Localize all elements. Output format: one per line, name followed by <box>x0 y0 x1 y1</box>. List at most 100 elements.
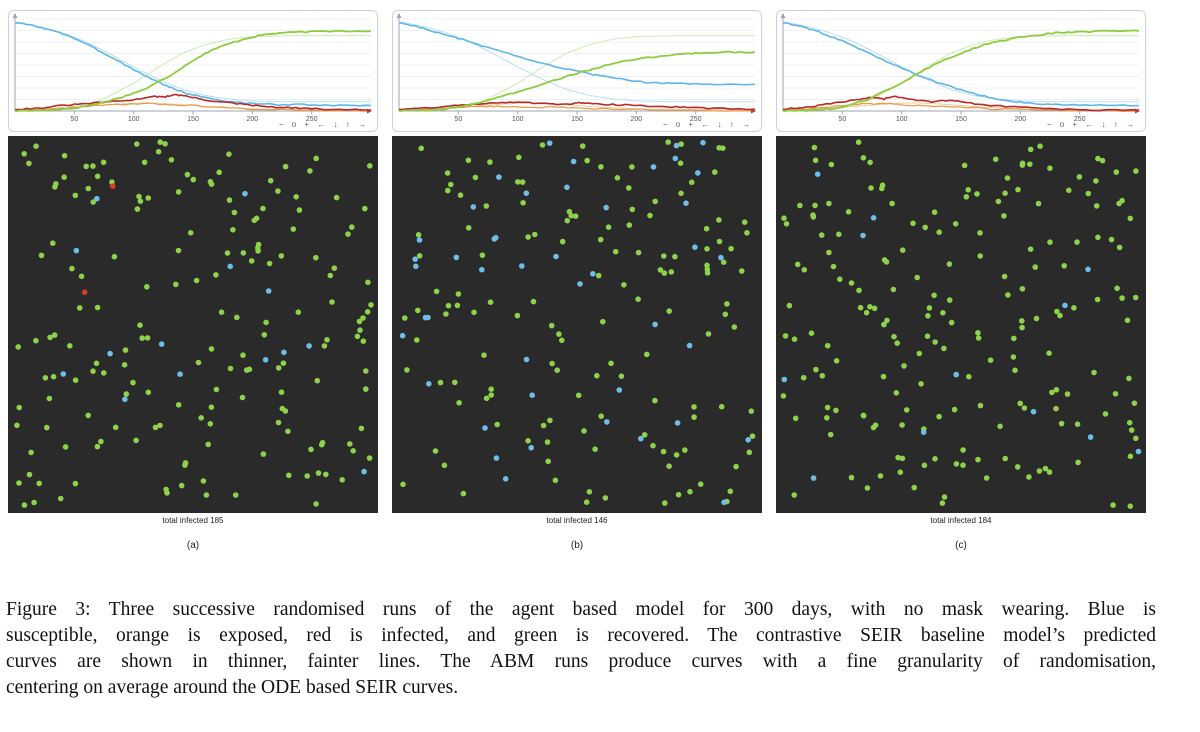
agent-recovered <box>953 461 960 467</box>
agent-recovered <box>860 155 867 161</box>
agent-canvas <box>780 139 1142 510</box>
agent-recovered <box>899 247 906 253</box>
agent-recovered <box>579 143 586 149</box>
agent-recovered <box>85 185 92 192</box>
agent-recovered <box>666 463 672 470</box>
agent-recovered <box>828 161 835 168</box>
agent-recovered <box>941 494 948 500</box>
agent-recovered <box>794 261 801 268</box>
agent-recovered <box>93 360 100 367</box>
agent-susceptible <box>523 190 530 196</box>
agent-recovered <box>899 422 905 428</box>
agent-recovered <box>1033 315 1040 322</box>
agent-recovered <box>50 240 56 246</box>
agent-recovered <box>308 446 314 453</box>
agent-recovered <box>57 495 64 502</box>
agent-recovered <box>782 333 789 339</box>
agent-recovered <box>916 350 923 357</box>
agent-recovered <box>673 452 680 458</box>
agent-susceptible <box>546 140 553 146</box>
agent-recovered <box>691 404 697 410</box>
agent-susceptible <box>470 204 477 210</box>
x-tick-label: 100 <box>512 116 524 123</box>
x-tick-label: 250 <box>1074 116 1086 123</box>
agent-recovered <box>652 397 658 404</box>
agent-recovered <box>109 179 115 185</box>
agent-recovered <box>38 252 45 259</box>
agent-recovered <box>936 413 942 420</box>
caption-line: curves are shown in thinner, fainter lin… <box>6 651 1156 672</box>
agent-recovered <box>797 202 803 209</box>
agent-recovered <box>98 438 104 445</box>
agent-recovered <box>1002 455 1008 462</box>
agent-recovered <box>1042 465 1049 472</box>
agent-recovered <box>1047 165 1053 171</box>
agent-recovered <box>414 337 420 343</box>
agent-susceptible <box>281 349 287 356</box>
agent-recovered <box>1047 239 1053 245</box>
agent-recovered <box>515 179 521 185</box>
chart-controls[interactable]: − o + ← ↓ ↑ → <box>662 120 753 129</box>
agent-recovered <box>460 490 467 497</box>
x-tick-label: 250 <box>690 116 702 123</box>
seir-chart: 50 100 150 200 250− o + ← ↓ ↑ → <box>392 10 762 132</box>
series-line <box>782 102 1140 113</box>
agent-susceptible <box>265 288 272 294</box>
agent-recovered <box>1019 318 1025 324</box>
agent-canvas <box>14 139 374 508</box>
agent-recovered <box>1058 420 1065 427</box>
agent-susceptible <box>672 155 679 162</box>
agent-recovered <box>28 449 34 456</box>
agent-recovered <box>884 317 890 324</box>
agent-recovered <box>547 417 553 424</box>
agent-recovered <box>367 163 373 169</box>
agent-recovered <box>1119 295 1125 301</box>
series-line <box>782 22 1140 107</box>
agent-recovered <box>1019 160 1026 167</box>
agent-recovered <box>331 265 338 271</box>
agent-recovered <box>62 444 69 450</box>
agent-recovered <box>1027 146 1034 153</box>
agent-susceptible <box>529 392 535 399</box>
agent-susceptible <box>745 437 751 443</box>
agent-recovered <box>647 212 653 219</box>
agent-recovered <box>629 206 636 213</box>
agent-recovered <box>483 203 490 209</box>
agent-recovered <box>997 423 1003 430</box>
panel-sublabel: (c) <box>955 540 967 551</box>
agent-recovered <box>678 190 684 197</box>
agent-recovered <box>716 145 722 151</box>
agent-recovered <box>122 347 129 353</box>
agent-susceptible <box>426 381 432 387</box>
agent-recovered <box>1075 459 1081 466</box>
agent-recovered <box>443 311 449 317</box>
chart-controls[interactable]: − o + ← ↓ ↑ → <box>278 120 369 129</box>
agent-recovered <box>583 499 590 506</box>
agent-susceptible <box>107 350 113 357</box>
agent-recovered <box>668 269 675 275</box>
x-axis-arrow <box>1135 108 1140 114</box>
x-tick-label: 200 <box>246 116 258 123</box>
agent-recovered <box>602 495 609 501</box>
agent-recovered <box>539 142 546 148</box>
agent-recovered <box>1012 367 1018 374</box>
agent-recovered <box>824 404 831 411</box>
series-line <box>14 102 372 112</box>
x-tick-label: 100 <box>128 116 140 123</box>
agent-recovered <box>487 159 493 165</box>
agent-susceptible <box>1135 448 1142 455</box>
agent-recovered <box>983 475 990 481</box>
total-infected-label: total infected 184 <box>930 516 992 525</box>
agent-recovered <box>824 342 831 349</box>
agent-recovered <box>1037 143 1043 149</box>
agent-recovered <box>559 238 566 245</box>
agent-susceptible <box>810 475 817 481</box>
agent-recovered <box>530 298 537 305</box>
chart-controls[interactable]: − o + ← ↓ ↑ → <box>1046 120 1137 129</box>
agent-recovered <box>833 358 840 364</box>
agent-recovered <box>877 473 884 479</box>
agent-recovered <box>566 208 573 215</box>
agent-susceptible <box>692 244 698 250</box>
x-axis-arrow <box>751 108 756 114</box>
agent-recovered <box>1074 239 1080 245</box>
